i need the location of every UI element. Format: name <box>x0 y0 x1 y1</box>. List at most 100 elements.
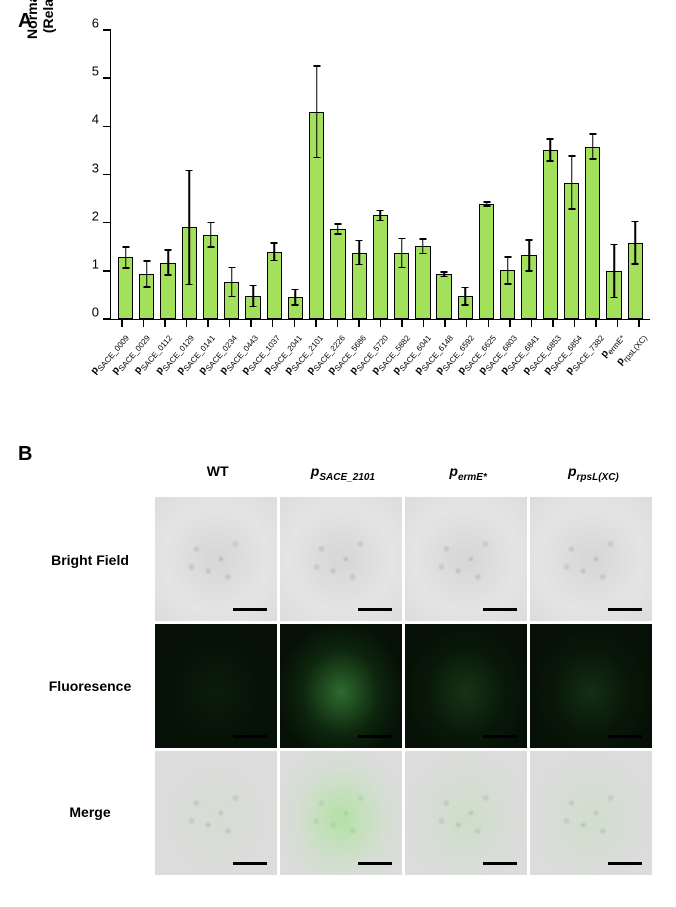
error-bar <box>550 139 552 161</box>
error-cap-bottom <box>483 205 490 207</box>
scale-bar <box>608 608 642 611</box>
bars-container <box>111 30 650 319</box>
y-tick-label: 0 <box>92 305 99 320</box>
bar <box>585 147 600 319</box>
y-tick <box>103 77 111 79</box>
error-cap-top <box>419 238 426 240</box>
bar-slot <box>391 30 412 319</box>
x-label-slot: permE* <box>607 325 629 420</box>
bar-slot <box>370 30 391 319</box>
error-cap-bottom <box>462 304 469 306</box>
panel-b-grid: WTpSACE_2101permE*prpsL(XC) Bright Field… <box>30 455 656 885</box>
column-headers: WTpSACE_2101permE*prpsL(XC) <box>155 463 656 493</box>
microscopy-cell <box>280 624 402 748</box>
scale-bar <box>358 862 392 865</box>
bar <box>479 204 494 319</box>
bar <box>373 215 388 319</box>
figure-root: A Normalized fluoresence (Relative fold-… <box>0 0 676 907</box>
error-cap-bottom <box>632 263 639 265</box>
bar-slot <box>327 30 348 319</box>
error-cap-bottom <box>165 274 172 276</box>
error-bar <box>295 290 297 305</box>
error-cap-bottom <box>377 220 384 222</box>
error-bar <box>210 223 212 247</box>
error-bar <box>592 134 594 159</box>
error-cap-bottom <box>356 264 363 266</box>
bar <box>267 252 282 319</box>
error-cap-top <box>122 246 129 248</box>
error-bar <box>358 241 360 265</box>
error-cap-bottom <box>292 304 299 306</box>
error-cap-top <box>143 260 150 262</box>
bar-slot <box>540 30 561 319</box>
scale-bar <box>233 608 267 611</box>
y-tick-label: 6 <box>92 16 99 31</box>
bar-slot <box>497 30 518 319</box>
error-bar <box>634 222 636 264</box>
error-cap-top <box>504 256 511 258</box>
y-tick <box>103 29 111 31</box>
error-cap-top <box>228 267 235 269</box>
scale-bar <box>608 862 642 865</box>
microscopy-cell <box>405 624 527 748</box>
column-header: WT <box>155 463 280 493</box>
error-cap-top <box>207 222 214 224</box>
column-header: permE* <box>406 463 531 493</box>
error-cap-top <box>611 244 618 246</box>
scale-bar <box>608 735 642 738</box>
bar-slot <box>179 30 200 319</box>
error-cap-bottom <box>589 158 596 160</box>
error-cap-bottom <box>547 160 554 162</box>
y-tick-label: 2 <box>92 208 99 223</box>
y-tick <box>103 270 111 272</box>
error-bar <box>231 267 233 296</box>
row-label: Merge <box>30 749 150 875</box>
bar-slot <box>476 30 497 319</box>
microscopy-cell <box>530 624 652 748</box>
microscopy-cell <box>530 497 652 621</box>
bar-slot <box>412 30 433 319</box>
x-label-slot: pSACE_7382 <box>585 325 607 420</box>
error-cap-bottom <box>504 283 511 285</box>
error-bar <box>189 171 191 285</box>
bar-slot <box>200 30 221 319</box>
y-tick-label: 5 <box>92 64 99 79</box>
error-bar <box>571 156 573 209</box>
error-cap-top <box>292 289 299 291</box>
scale-bar <box>483 608 517 611</box>
error-cap-bottom <box>143 286 150 288</box>
microscopy-cell <box>155 497 277 621</box>
x-label-slot: prpsL(XC) <box>628 325 650 420</box>
column-header: pSACE_2101 <box>280 463 405 493</box>
microscopy-cell <box>280 751 402 875</box>
error-bar <box>274 243 276 260</box>
scale-bar <box>358 735 392 738</box>
error-bar <box>252 285 254 306</box>
microscopy-cell <box>155 624 277 748</box>
bar <box>436 274 451 319</box>
error-cap-bottom <box>228 296 235 298</box>
y-tick <box>103 222 111 224</box>
error-cap-top <box>313 65 320 67</box>
error-bar <box>316 66 318 158</box>
plot-area: 0123456 <box>110 30 650 320</box>
error-cap-top <box>377 210 384 212</box>
bar-slot <box>285 30 306 319</box>
microscopy-cell <box>530 751 652 875</box>
panel-a-chart: Normalized fluoresence (Relative fold-ch… <box>50 20 660 420</box>
error-cap-bottom <box>313 157 320 159</box>
bar-slot <box>136 30 157 319</box>
bar-slot <box>455 30 476 319</box>
microscopy-cell <box>405 497 527 621</box>
error-cap-bottom <box>611 297 618 299</box>
error-cap-bottom <box>568 208 575 210</box>
error-cap-bottom <box>250 306 257 308</box>
y-tick <box>103 126 111 128</box>
error-cap-top <box>398 238 405 240</box>
error-cap-bottom <box>398 267 405 269</box>
error-cap-bottom <box>441 276 448 278</box>
error-cap-bottom <box>526 270 533 272</box>
bar <box>415 246 430 319</box>
error-bar <box>167 250 169 275</box>
scale-bar <box>483 862 517 865</box>
